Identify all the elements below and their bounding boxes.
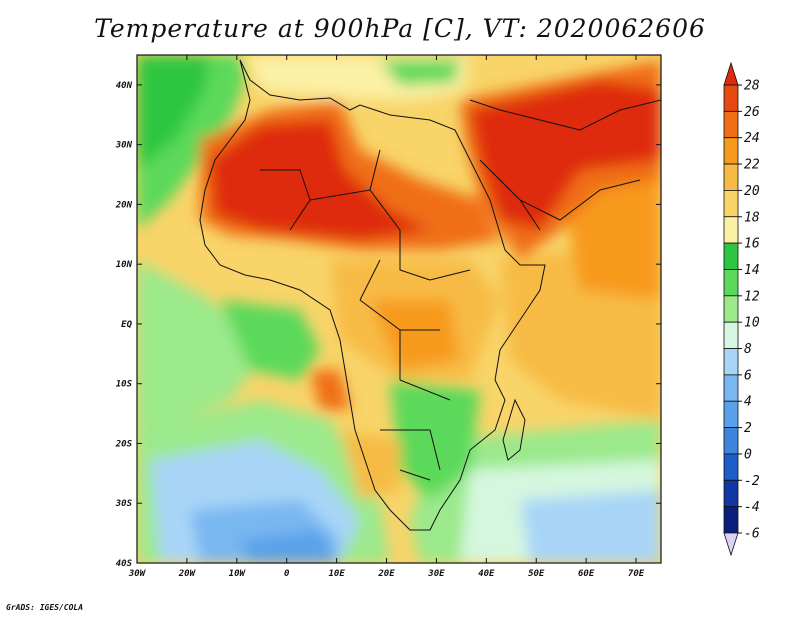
y-axis-labels: 40N 30N 20N 10N EQ 10S 20S 30S 40S <box>115 81 133 569</box>
plot-frame <box>136 54 662 564</box>
colorbar-swatch <box>723 110 739 139</box>
y-tick-label: 10N <box>116 260 133 270</box>
x-tick-label: 30E <box>427 569 445 579</box>
x-tick-label: 20E <box>377 569 395 579</box>
x-tick-label: 30W <box>128 569 147 579</box>
map-title: Temperature at 900hPa [C], VT: 202006260… <box>94 14 706 43</box>
colorbar-swatch <box>723 242 739 270</box>
y-tick-label: 30N <box>115 141 133 151</box>
colorbar-swatch <box>723 374 739 402</box>
x-axis-labels: 30W 20W 10W 0 10E 20E 30E 40E 50E 60E 70E <box>128 569 645 579</box>
colorbar-label: 16 <box>744 237 760 252</box>
y-tick-label: 10S <box>116 380 133 390</box>
colorbar-swatch <box>723 84 739 112</box>
colorbar-label: 24 <box>744 131 760 146</box>
colorbar-swatch <box>723 453 739 481</box>
colorbar-label: 6 <box>744 368 752 383</box>
colorbar-swatch <box>723 137 739 165</box>
colorbar-swatch <box>723 269 739 297</box>
colorbar-label: 22 <box>744 158 760 173</box>
colorbar-label: 0 <box>744 447 752 462</box>
colorbar-swatch <box>723 427 739 455</box>
country-borders <box>199 59 661 531</box>
colorbar-label: 10 <box>744 316 760 331</box>
axis-ticks <box>136 55 661 564</box>
y-tick-label: 30S <box>115 499 133 509</box>
x-tick-label: 50E <box>528 569 545 579</box>
credit-text: GrADS: IGES/COLA <box>6 603 84 612</box>
colorbar-label: 18 <box>744 210 760 225</box>
y-tick-label: 20N <box>115 200 133 210</box>
colorbar-label: -2 <box>744 474 760 489</box>
colorbar-bottom-arrow <box>723 532 739 557</box>
colorbar-label: 2 <box>744 421 752 436</box>
temperature-field <box>137 55 661 563</box>
colorbar-label: 20 <box>744 184 760 199</box>
x-tick-label: 10E <box>328 569 345 579</box>
x-tick-label: 0 <box>284 569 290 579</box>
colorbar-swatch <box>723 506 739 534</box>
colorbar-label: 14 <box>744 263 760 278</box>
colorbar-label: 26 <box>744 105 760 120</box>
colorbar-swatch <box>723 190 739 218</box>
y-tick-label: 20S <box>115 439 133 449</box>
colorbar-label: 4 <box>744 395 752 410</box>
y-tick-label: EQ <box>121 320 132 330</box>
colorbar-label: 8 <box>744 342 752 357</box>
colorbar-top-arrow <box>723 61 739 86</box>
colorbar-label: -4 <box>744 500 760 515</box>
colorbar-swatch <box>723 479 739 508</box>
colorbar-swatch <box>723 400 739 428</box>
x-tick-label: 40E <box>478 569 495 579</box>
colorbar-swatch <box>723 295 739 323</box>
x-tick-label: 70E <box>628 569 645 579</box>
x-tick-label: 20W <box>178 569 197 579</box>
colorbar-swatch <box>723 348 739 376</box>
colorbar-label: -6 <box>744 527 760 542</box>
colorbar-swatch <box>723 321 739 349</box>
y-tick-label: 40N <box>116 81 133 91</box>
colorbar-swatch <box>723 163 739 191</box>
colorbar-swatch <box>723 216 739 244</box>
colorbar-label: 12 <box>744 289 760 304</box>
x-tick-label: 10W <box>229 569 247 579</box>
y-tick-label: 40S <box>116 559 133 569</box>
x-tick-label: 60E <box>578 569 595 579</box>
colorbar-label: 28 <box>744 79 760 94</box>
